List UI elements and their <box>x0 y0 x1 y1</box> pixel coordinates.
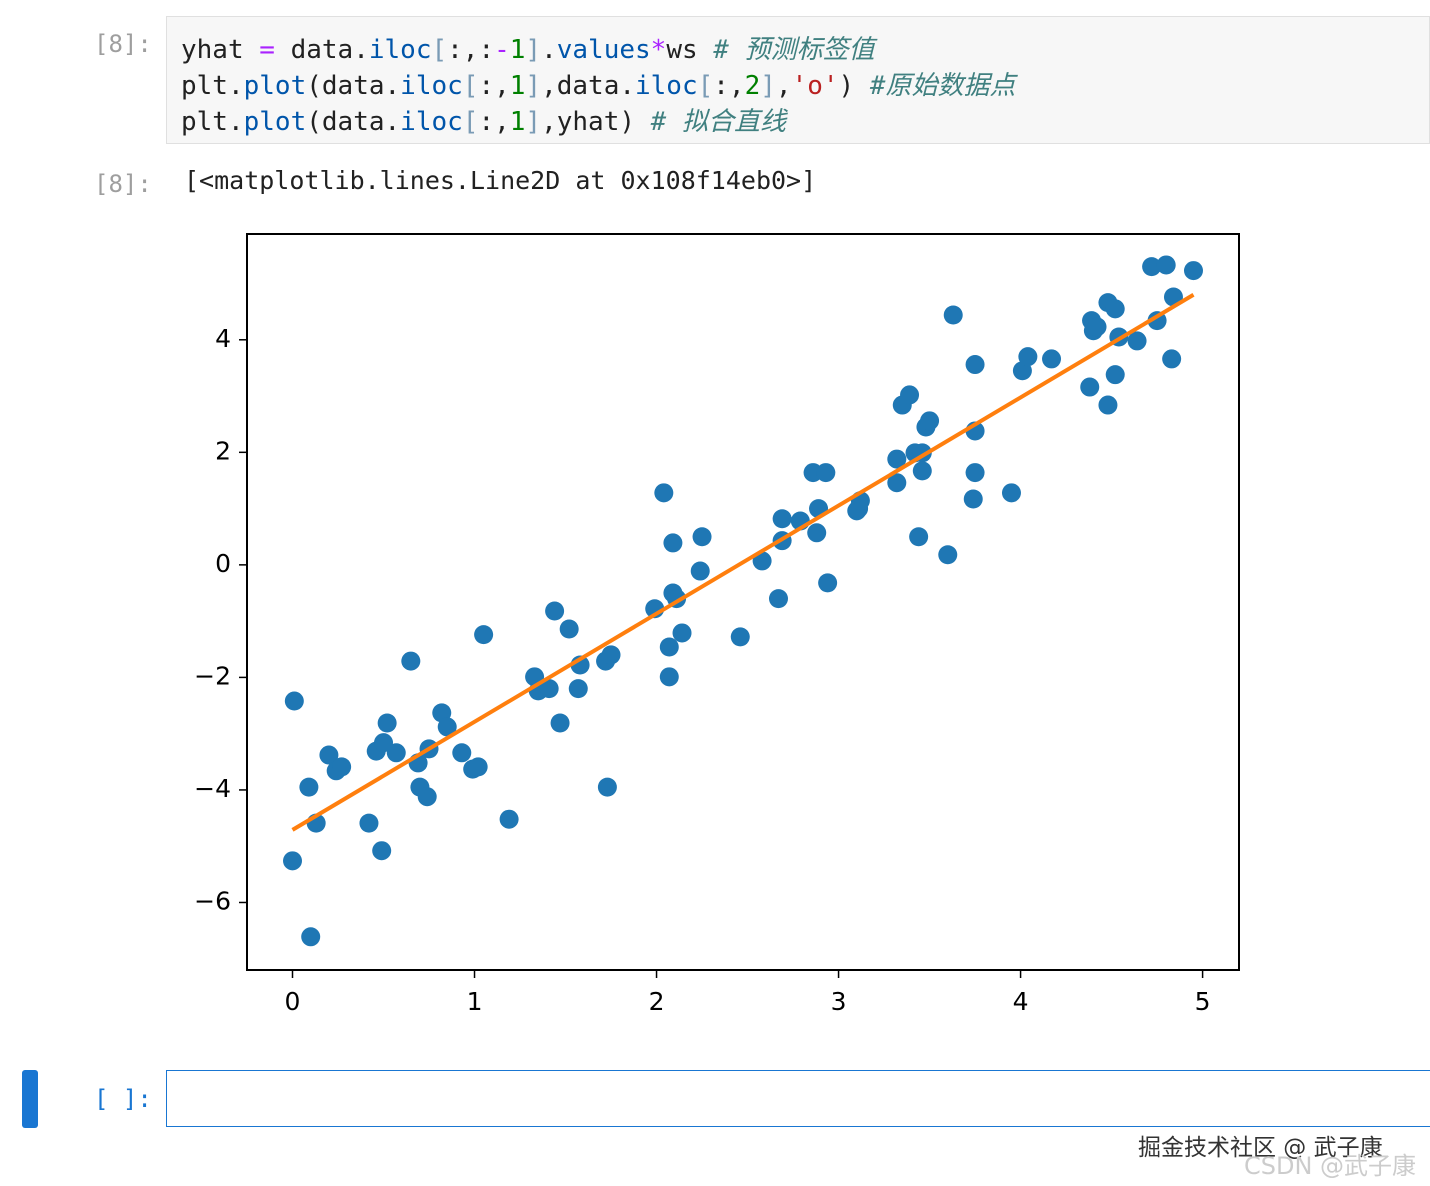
scatter-point <box>1156 255 1176 275</box>
scatter-point <box>730 627 750 647</box>
scatter-point <box>909 527 929 547</box>
y-tick-label: −6 <box>194 886 231 915</box>
scatter-point <box>401 651 421 671</box>
scatter-point <box>374 733 394 753</box>
scatter-point <box>963 489 983 509</box>
scatter-point <box>559 619 579 639</box>
scatter-point <box>377 713 397 733</box>
scatter-point <box>597 777 617 797</box>
scatter-point <box>900 385 920 405</box>
scatter-point <box>1105 299 1125 319</box>
scatter-point <box>1162 349 1182 369</box>
scatter-point <box>550 713 570 733</box>
scatter-point <box>965 463 985 483</box>
watermark: 掘金技术社区 @ 武子康 <box>1138 1135 1383 1161</box>
code-line: plt.plot(data.iloc[:,1],data.iloc[:,2],'… <box>181 65 1016 102</box>
code: plt.plot(data.iloc[:,1],data.iloc[:,2],'… <box>181 71 870 101</box>
scatter-point <box>452 743 472 763</box>
watermark: CSDN @武子康 <box>1244 1152 1417 1180</box>
code: plt.plot(data.iloc[:,1],yhat) <box>181 107 651 137</box>
scatter-point <box>474 625 494 645</box>
scatter-point <box>283 851 303 871</box>
code-comment: #原始数据点 <box>869 71 1016 101</box>
code-cell[interactable]: yhat = data.iloc[:,:-1].values*ws # 预测标签… <box>166 16 1430 144</box>
x-tick-label: 2 <box>649 987 665 1016</box>
scatter-point <box>692 527 712 547</box>
scatter-point <box>1087 317 1107 337</box>
scatter-point <box>672 623 692 643</box>
scatter-point <box>1098 395 1118 415</box>
x-tick-label: 5 <box>1195 987 1211 1016</box>
scatter-point <box>1183 261 1203 281</box>
y-tick-label: 0 <box>215 549 231 578</box>
x-tick-label: 0 <box>285 987 301 1016</box>
cell-prompt: [8]: <box>94 30 152 58</box>
output-prompt: [8]: <box>94 170 152 198</box>
scatter-point <box>938 545 958 565</box>
scatter-point <box>807 523 827 543</box>
scatter-point <box>568 679 588 699</box>
scatter-point <box>1105 365 1125 385</box>
chart: 0 1 2 3 4 5 −6 −4 −2 0 2 4 <box>194 233 1240 1016</box>
scatter-point <box>301 927 321 947</box>
x-tick-label: 3 <box>831 987 847 1016</box>
y-tick-label: 4 <box>215 324 231 353</box>
x-tick-label: 4 <box>1013 987 1029 1016</box>
scatter-point <box>372 841 392 861</box>
y-tick-label: −2 <box>194 661 231 690</box>
scatter-point <box>768 589 788 609</box>
scatter-point <box>1001 483 1021 503</box>
scatter-point <box>772 509 792 529</box>
scatter-point <box>468 757 488 777</box>
fit-line <box>291 293 1195 832</box>
scatter-point <box>299 777 319 797</box>
scatter-point <box>912 461 932 481</box>
scatter-point <box>654 483 674 503</box>
scatter-point <box>663 533 683 553</box>
active-cell-indicator <box>22 1070 38 1128</box>
y-tick-label: −4 <box>194 774 231 803</box>
scatter-point <box>920 411 940 431</box>
x-tick-label: 1 <box>467 987 483 1016</box>
scatter-point <box>659 667 679 687</box>
scatter-point <box>539 679 559 699</box>
axes-frame <box>246 233 1240 971</box>
code-line: yhat = data.iloc[:,:-1].values*ws # 预测标签… <box>181 29 875 66</box>
scatter-point <box>386 743 406 763</box>
code-line: plt.plot(data.iloc[:,1],yhat) # 拟合直线 <box>181 101 786 138</box>
code: yhat = data.iloc[:,:-1].values*ws <box>181 35 714 65</box>
scatter-point <box>417 787 437 807</box>
scatter-point <box>818 573 838 593</box>
y-tick-label: 2 <box>215 436 231 465</box>
scatter-point <box>1127 331 1147 351</box>
cell-prompt: [ ]: <box>94 1085 152 1113</box>
scatter-point <box>1042 349 1062 369</box>
scatter-point <box>887 473 907 493</box>
scatter-point <box>943 305 963 325</box>
scatter-point <box>545 601 565 621</box>
scatter-point <box>690 561 710 581</box>
scatter-point <box>659 637 679 657</box>
scatter-point <box>1018 347 1038 367</box>
code-input[interactable] <box>166 1070 1430 1127</box>
scatter-point <box>816 463 836 483</box>
scatter-point <box>359 813 379 833</box>
scatter-point <box>499 809 519 829</box>
scatter-point <box>601 645 621 665</box>
scatter-point <box>1142 257 1162 277</box>
scatter-point <box>752 551 772 571</box>
scatter-point <box>965 355 985 375</box>
scatter-point <box>284 691 304 711</box>
scatter-point <box>437 717 457 737</box>
scatter-point <box>1147 311 1167 331</box>
code-comment: # 拟合直线 <box>650 107 786 137</box>
code-comment: # 预测标签值 <box>713 35 875 65</box>
scatter-point <box>1080 377 1100 397</box>
output-text: [<matplotlib.lines.Line2D at 0x108f14eb0… <box>184 166 817 195</box>
scatter-point <box>332 757 352 777</box>
scatter-point <box>319 745 339 765</box>
scatter-point <box>887 449 907 469</box>
